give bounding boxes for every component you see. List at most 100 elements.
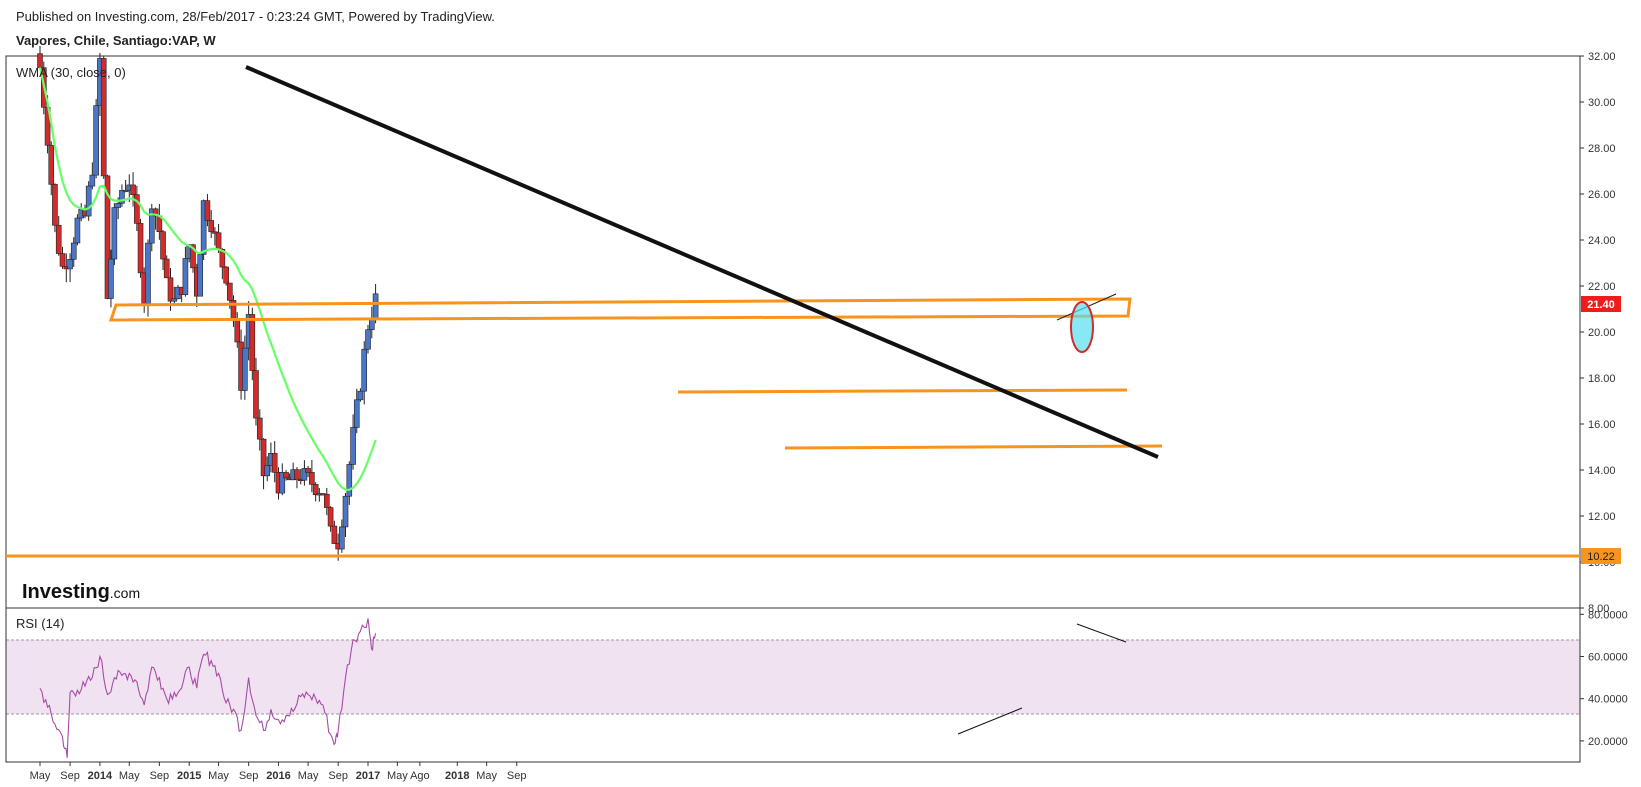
rsi-tick-label: 40.0000 — [1588, 694, 1628, 706]
x-tick-label: May — [30, 770, 51, 782]
rsi-legend: RSI (14) — [16, 616, 64, 631]
candle — [339, 526, 345, 550]
price-tick-label: 32.00 — [1588, 51, 1616, 63]
candle — [70, 242, 77, 260]
candle — [152, 208, 159, 217]
rsi-top-divergence — [1076, 623, 1127, 643]
rsi-pane-frame — [5, 607, 1581, 763]
candle — [309, 472, 315, 485]
rsi-bottom-divergence — [957, 707, 1023, 735]
last-price-tag — [1581, 296, 1621, 312]
candle — [115, 202, 121, 208]
published-caption: Published on Investing.com, 28/Feb/2017 … — [16, 9, 495, 24]
candle — [331, 525, 338, 544]
candle — [342, 495, 349, 528]
candle — [148, 208, 155, 244]
logo-main: Investing — [22, 581, 110, 603]
candle — [312, 484, 319, 495]
x-tick-label: May — [119, 770, 140, 782]
rsi-tick-label: 80.0000 — [1588, 609, 1628, 621]
price-tick-label: 28.00 — [1588, 143, 1616, 155]
candle — [204, 200, 211, 221]
candle — [227, 282, 233, 301]
rsi-tick-label: 60.0000 — [1588, 652, 1628, 664]
support-channel-upper — [108, 297, 1132, 322]
candle — [111, 207, 118, 260]
candle — [197, 254, 204, 297]
price-tick-label: 8.00 — [1588, 603, 1609, 615]
candle — [365, 329, 371, 350]
x-tick-label: May — [387, 770, 408, 782]
x-tick-label: May — [208, 770, 229, 782]
candle — [279, 472, 286, 494]
candle — [208, 220, 215, 233]
candle — [108, 258, 114, 299]
x-tick-label: Sep — [150, 770, 170, 782]
candle — [294, 469, 300, 480]
candle — [85, 185, 92, 217]
candle — [59, 253, 66, 267]
candle — [145, 242, 151, 304]
candle — [301, 468, 308, 481]
x-tick-label: May — [298, 770, 319, 782]
x-tick-label: Sep — [239, 770, 259, 782]
candle — [67, 259, 73, 270]
price-tick-label: 22.00 — [1588, 281, 1616, 293]
candle — [167, 277, 174, 302]
candle — [256, 417, 263, 440]
candle — [100, 58, 107, 177]
rsi-band — [6, 640, 1580, 714]
rsi-line — [39, 618, 377, 758]
x-tick-label: 2014 — [88, 770, 113, 782]
candle — [215, 232, 222, 250]
price-tick-label: 14.00 — [1588, 465, 1616, 477]
price-tick-label: 24.00 — [1588, 235, 1616, 247]
x-tick-label: 2017 — [356, 770, 380, 782]
x-tick-label: Ago — [410, 770, 430, 782]
candle — [163, 258, 170, 279]
candle — [361, 348, 368, 392]
x-tick-label: Sep — [328, 770, 348, 782]
support-line-17-5 — [677, 388, 1128, 394]
candle — [134, 194, 140, 224]
level-tag — [1581, 548, 1621, 564]
instrument-title: Vapores, Chile, Santiago:VAP, W — [16, 33, 216, 48]
candle — [260, 438, 267, 477]
price-tick-label: 18.00 — [1588, 373, 1616, 385]
logo-suffix: .com — [110, 585, 140, 601]
price-pane-frame — [5, 55, 1581, 609]
candle — [223, 266, 229, 284]
investing-logo: Investing.com — [22, 581, 140, 603]
candle — [104, 175, 111, 299]
x-tick-label: 2016 — [266, 770, 290, 782]
highlight-ellipse — [1070, 301, 1094, 353]
rsi-tick-label: 20.0000 — [1588, 736, 1628, 748]
price-tick-label: 26.00 — [1588, 189, 1616, 201]
x-tick-label: May — [476, 770, 497, 782]
candle — [137, 223, 144, 274]
candle — [182, 258, 189, 295]
candle — [327, 507, 334, 527]
price-tick-label: 16.00 — [1588, 419, 1616, 431]
candle — [242, 347, 248, 391]
last-price-label: 21.40 — [1587, 299, 1615, 311]
price-tick-label: 12.00 — [1588, 511, 1616, 523]
candle — [264, 465, 271, 477]
x-tick-label: 2015 — [177, 770, 201, 782]
candle — [271, 453, 278, 473]
candle — [171, 298, 178, 302]
price-tick-label: 20.00 — [1588, 327, 1616, 339]
candle — [249, 314, 256, 371]
candle — [160, 231, 166, 260]
downtrend-line — [245, 65, 1159, 459]
candle — [89, 174, 96, 187]
candle — [353, 399, 360, 428]
candle — [130, 184, 136, 195]
candle — [74, 217, 81, 244]
x-tick-label: Sep — [60, 770, 80, 782]
candle — [219, 249, 226, 268]
candle — [55, 224, 62, 254]
candle — [190, 244, 196, 269]
candle — [357, 390, 364, 401]
